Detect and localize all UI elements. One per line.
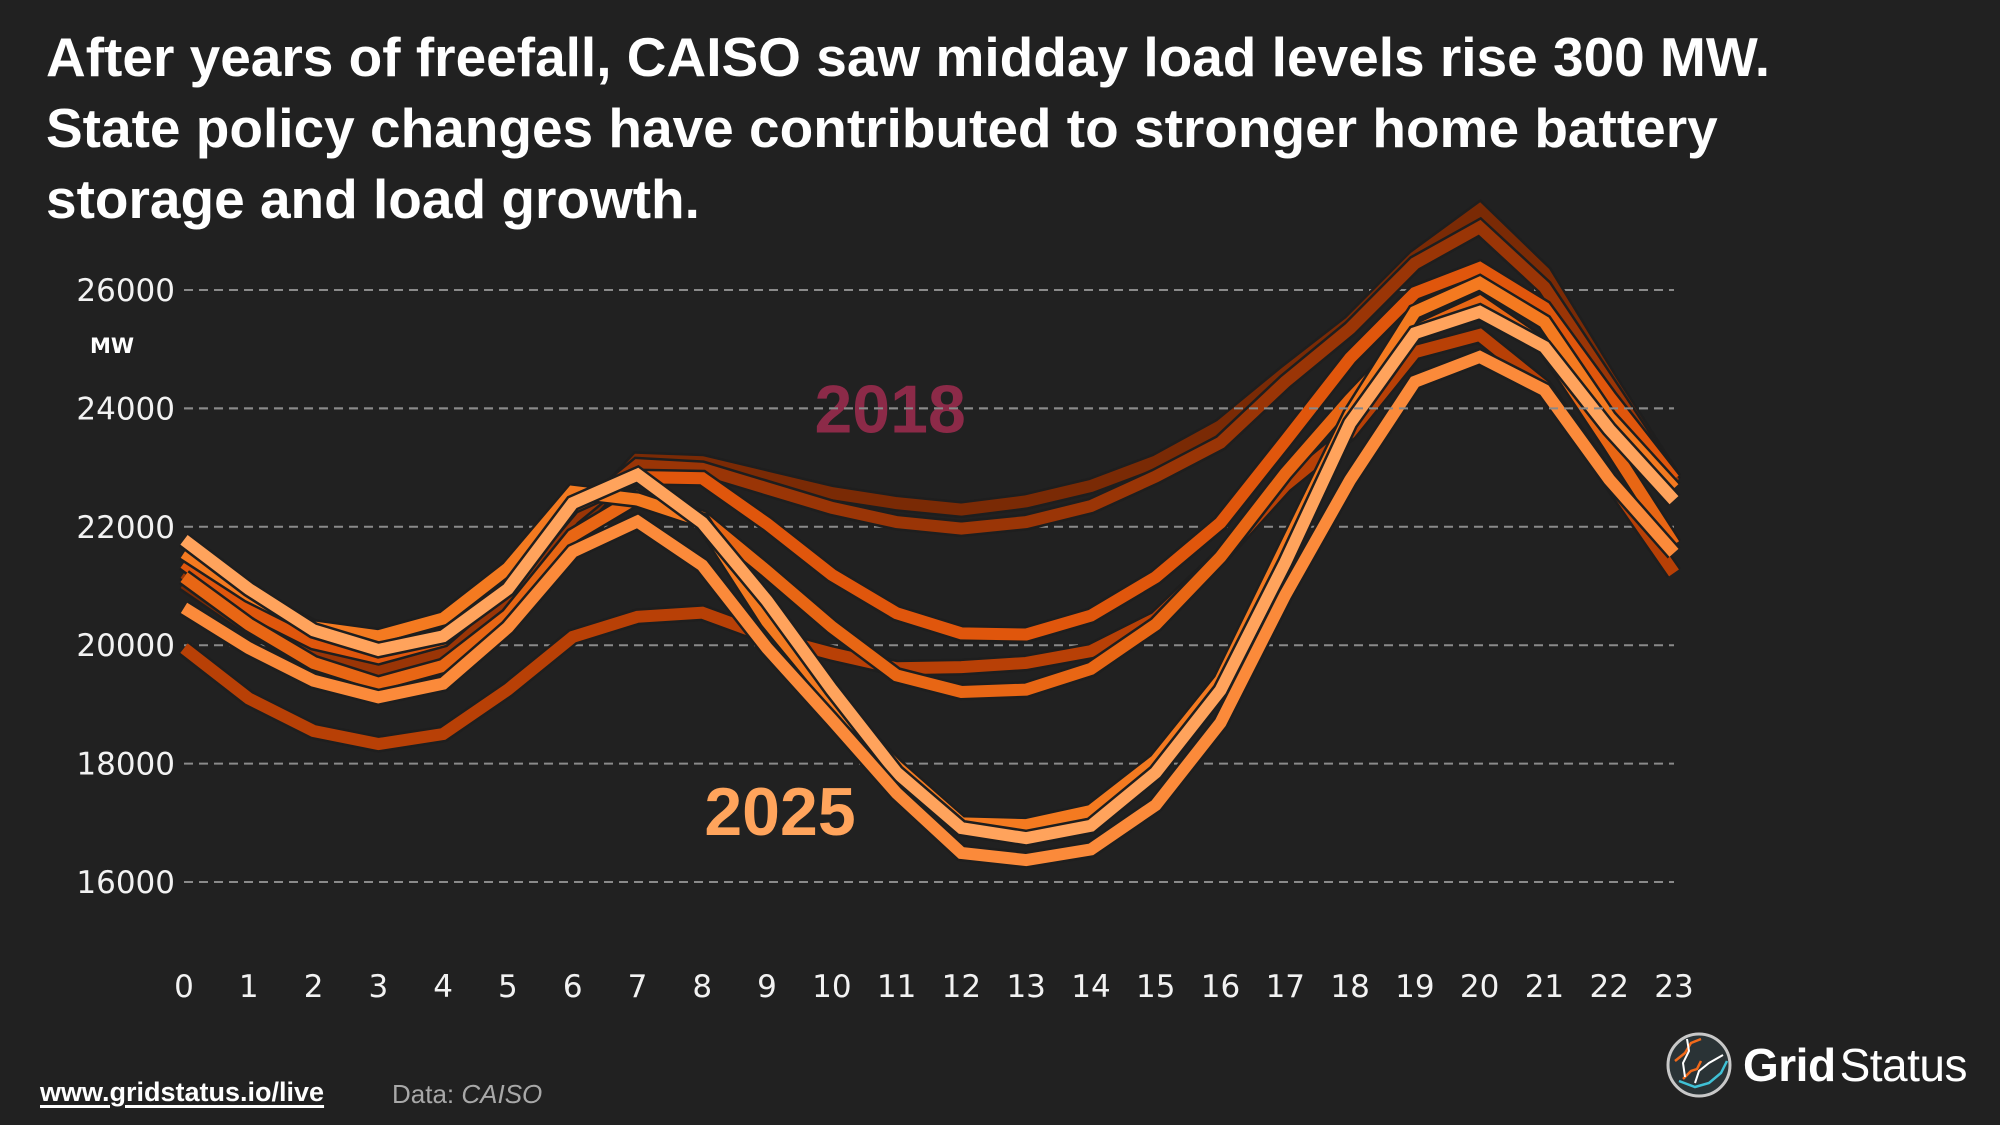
- series-2024: [178, 302, 1681, 847]
- x-tick-label: 7: [628, 969, 648, 1005]
- series-2021: [178, 325, 1681, 753]
- x-tick-label: 10: [812, 969, 851, 1005]
- y-tick-label: 24000: [76, 391, 175, 427]
- x-tick-label: 22: [1589, 969, 1628, 1005]
- x-tick-label: 8: [692, 969, 712, 1005]
- data-source-prefix: Data:: [392, 1079, 462, 1109]
- y-tick-label: 22000: [76, 510, 175, 546]
- y-tick-label: 16000: [76, 865, 175, 901]
- y-axis-unit-label: MW: [90, 334, 134, 358]
- y-axis-ticks: 16000 18000 20000 22000 24000 26000: [76, 273, 175, 901]
- series-line-2019: [180, 219, 1680, 679]
- x-tick-label: 9: [757, 969, 777, 1005]
- series-2025: [179, 347, 1681, 869]
- annotation-2025: 2025: [704, 774, 855, 850]
- y-tick-label: 26000: [76, 273, 175, 309]
- series-lines: [178, 198, 1682, 869]
- x-tick-label: 4: [433, 969, 453, 1005]
- x-tick-label: 21: [1525, 969, 1564, 1005]
- series-line-2024: [180, 305, 1679, 845]
- x-tick-label: 23: [1654, 969, 1693, 1005]
- x-tick-label: 18: [1330, 969, 1369, 1005]
- x-tick-label: 11: [877, 969, 916, 1005]
- x-tick-label: 19: [1395, 969, 1434, 1005]
- series-2019: [179, 216, 1682, 681]
- brand-name-regular: Status: [1839, 1039, 1968, 1091]
- x-tick-label: 2: [304, 969, 324, 1005]
- series-line-2021: [180, 328, 1679, 751]
- title-line-1: After years of freefall, CAISO saw midda…: [46, 26, 1771, 88]
- title-line-3: storage and load growth.: [46, 168, 700, 230]
- x-tick-label: 15: [1136, 969, 1175, 1005]
- x-tick-label: 5: [498, 969, 518, 1005]
- brand-name-bold: Grid: [1743, 1039, 1836, 1091]
- y-tick-label: 20000: [76, 628, 175, 664]
- x-tick-label: 16: [1201, 969, 1240, 1005]
- series-line-2025: [180, 350, 1679, 867]
- title-line-2: State policy changes have contributed to…: [46, 97, 1718, 159]
- grid-status-brand: GridStatus: [1665, 1031, 1967, 1099]
- x-tick-label: 14: [1071, 969, 1110, 1005]
- x-tick-label: 12: [942, 969, 981, 1005]
- grid-status-globe-icon: [1666, 1032, 1732, 1098]
- x-tick-label: 0: [174, 969, 194, 1005]
- x-axis-ticks: 0 1 2 3 4 5 6 7 8 9 10 11 12 13 14 15 16 17 18 19 20 21 22 23: [174, 969, 1694, 1005]
- data-source: Data: CAISO: [392, 1079, 542, 1110]
- x-tick-label: 20: [1460, 969, 1499, 1005]
- brand-name: GridStatus: [1743, 1038, 1967, 1092]
- x-tick-label: 17: [1266, 969, 1305, 1005]
- x-tick-label: 13: [1006, 969, 1045, 1005]
- y-tick-label: 18000: [76, 747, 175, 783]
- gridstatus-live-link[interactable]: www.gridstatus.io/live: [40, 1077, 325, 1107]
- x-tick-label: 3: [368, 969, 388, 1005]
- x-tick-label: 1: [239, 969, 259, 1005]
- data-source-name: CAISO: [461, 1079, 543, 1109]
- chart-title: After years of freefall, CAISO saw midda…: [46, 22, 1986, 235]
- x-tick-label: 6: [563, 969, 583, 1005]
